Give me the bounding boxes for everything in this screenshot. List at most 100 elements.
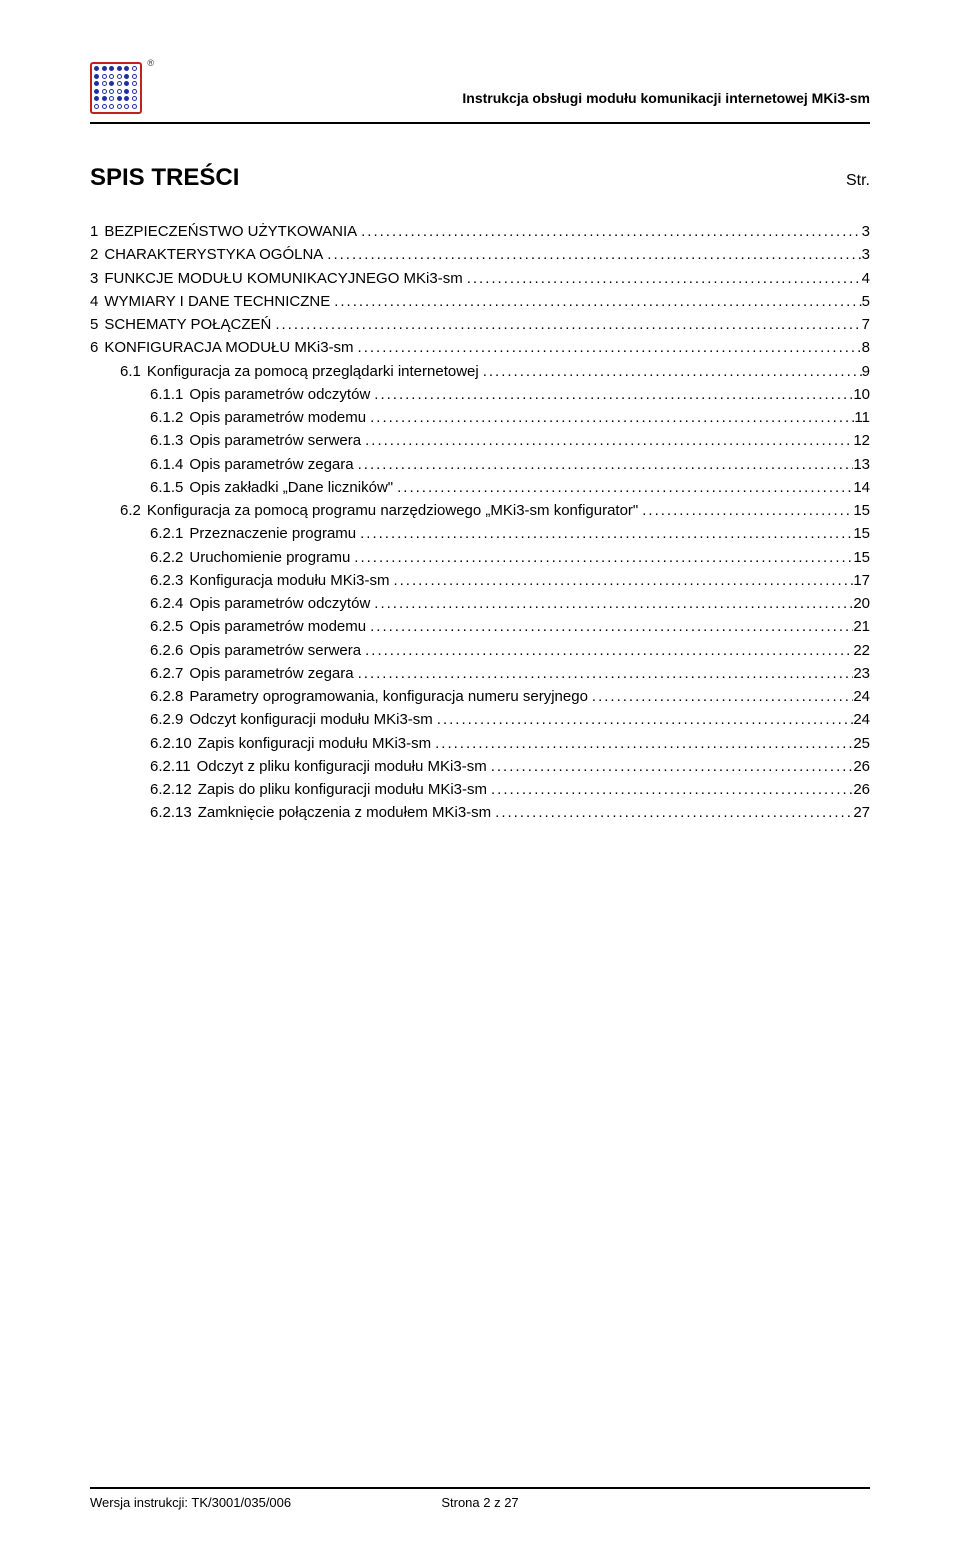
toc-entry: 6.2.9Odczyt konfiguracji modułu MKi3-sm 2… bbox=[90, 708, 870, 731]
toc-entry: 6.2.1Przeznaczenie programu 15 bbox=[90, 522, 870, 545]
logo-dot-grid bbox=[94, 66, 138, 110]
toc-entry-number: 6.2.11 bbox=[150, 755, 191, 778]
toc-entry: 6.2.13Zamknięcie połączenia z modułem MK… bbox=[90, 801, 870, 824]
toc-entry-page: 15 bbox=[853, 522, 870, 545]
toc-entry-page: 11 bbox=[854, 406, 870, 429]
toc-entry-page: 21 bbox=[853, 615, 870, 638]
logo-dot bbox=[109, 81, 114, 86]
toc-entry-label: Konfiguracja modułu MKi3-sm bbox=[183, 569, 389, 592]
logo-dot bbox=[124, 74, 129, 79]
toc-entry-number: 6.2.6 bbox=[150, 639, 183, 662]
toc-entry: 6.2.6Opis parametrów serwera 22 bbox=[90, 639, 870, 662]
toc-entry: 6.2.2Uruchomienie programu15 bbox=[90, 546, 870, 569]
toc-entry-page: 4 bbox=[862, 267, 870, 290]
toc-entry: 6.2.12Zapis do pliku konfiguracji modułu… bbox=[90, 778, 870, 801]
toc-entry-label: Odczyt z pliku konfiguracji modułu MKi3-… bbox=[191, 755, 487, 778]
logo-dot bbox=[94, 74, 99, 79]
toc-entry: 6.1.3Opis parametrów serwera 12 bbox=[90, 429, 870, 452]
toc-entry-number: 6.2.9 bbox=[150, 708, 183, 731]
toc-entry-label: Opis zakładki „Dane liczników" bbox=[183, 476, 393, 499]
toc-entry-page: 3 bbox=[862, 243, 870, 266]
toc-entry-number: 6.1 bbox=[120, 360, 141, 383]
toc-entry: 6.1.5Opis zakładki „Dane liczników"14 bbox=[90, 476, 870, 499]
toc-entry-number: 6.2 bbox=[120, 499, 141, 522]
toc-leader-dots bbox=[357, 220, 862, 243]
toc-entry-page: 7 bbox=[862, 313, 870, 336]
logo-dot bbox=[109, 104, 114, 109]
logo-dot bbox=[109, 74, 114, 79]
toc-entry-label: Odczyt konfiguracji modułu MKi3-sm bbox=[183, 708, 432, 731]
toc-leader-dots bbox=[491, 801, 853, 824]
toc-entry-number: 6.2.4 bbox=[150, 592, 183, 615]
toc-entry-label: Opis parametrów serwera bbox=[183, 639, 361, 662]
toc-leader-dots bbox=[356, 522, 853, 545]
toc-entry: 6.1.1Opis parametrów odczytów10 bbox=[90, 383, 870, 406]
toc-entry-number: 6 bbox=[90, 336, 98, 359]
toc-entry-page: 25 bbox=[853, 732, 870, 755]
logo-dot bbox=[102, 74, 107, 79]
toc-entry-label: Opis parametrów odczytów bbox=[183, 592, 370, 615]
toc-entry-page: 14 bbox=[853, 476, 870, 499]
header-doc-title: Instrukcja obsługi modułu komunikacji in… bbox=[462, 60, 870, 106]
toc-entry: 6.2.7Opis parametrów zegara23 bbox=[90, 662, 870, 685]
toc-entry-number: 3 bbox=[90, 267, 98, 290]
toc-entry-number: 6.1.1 bbox=[150, 383, 183, 406]
toc-leader-dots bbox=[370, 592, 853, 615]
toc-entry-label: BEZPIECZEŃSTWO UŻYTKOWANIA bbox=[98, 220, 357, 243]
toc-entry-page: 23 bbox=[853, 662, 870, 685]
toc-entry-page: 27 bbox=[853, 801, 870, 824]
table-of-contents: 1BEZPIECZEŃSTWO UŻYTKOWANIA32CHARAKTERYS… bbox=[90, 220, 870, 825]
toc-entry-label: FUNKCJE MODUŁU KOMUNIKACYJNEGO MKi3-sm bbox=[98, 267, 462, 290]
toc-entry-page: 9 bbox=[862, 360, 870, 383]
footer-row: Wersja instrukcji: TK/3001/035/006 Stron… bbox=[90, 1495, 870, 1510]
logo-dot bbox=[117, 81, 122, 86]
toc-entry-page: 12 bbox=[853, 429, 870, 452]
toc-leader-dots bbox=[330, 290, 861, 313]
toc-leader-dots bbox=[479, 360, 862, 383]
logo-dot bbox=[94, 66, 99, 71]
registered-mark-icon: ® bbox=[147, 58, 154, 68]
toc-entry-number: 6.2.3 bbox=[150, 569, 183, 592]
toc-entry-page: 17 bbox=[853, 569, 870, 592]
toc-entry-number: 6.2.1 bbox=[150, 522, 183, 545]
toc-entry: 6.2.5Opis parametrów modemu21 bbox=[90, 615, 870, 638]
toc-entry-label: KONFIGURACJA MODUŁU MKi3-sm bbox=[98, 336, 353, 359]
logo-dot bbox=[109, 96, 114, 101]
toc-entry-number: 6.2.13 bbox=[150, 801, 192, 824]
toc-entry-label: Zapis do pliku konfiguracji modułu MKi3-… bbox=[192, 778, 487, 801]
company-logo: ® bbox=[90, 60, 146, 116]
toc-entry-label: Opis parametrów serwera bbox=[183, 429, 361, 452]
logo-dot bbox=[132, 81, 137, 86]
toc-leader-dots bbox=[487, 778, 853, 801]
toc-leader-dots bbox=[354, 453, 854, 476]
toc-leader-dots bbox=[366, 615, 853, 638]
page-footer: Wersja instrukcji: TK/3001/035/006 Stron… bbox=[90, 1487, 870, 1510]
toc-entry-page: 22 bbox=[853, 639, 870, 662]
logo-dot bbox=[132, 89, 137, 94]
toc-leader-dots bbox=[350, 546, 853, 569]
toc-leader-dots bbox=[431, 732, 853, 755]
toc-entry-label: Zapis konfiguracji modułu MKi3-sm bbox=[192, 732, 431, 755]
toc-entry: 6.2.11Odczyt z pliku konfiguracji modułu… bbox=[90, 755, 870, 778]
toc-entry-number: 6.1.3 bbox=[150, 429, 183, 452]
toc-entry: 6KONFIGURACJA MODUŁU MKi3-sm8 bbox=[90, 336, 870, 359]
toc-leader-dots bbox=[271, 313, 861, 336]
toc-entry-page: 24 bbox=[853, 685, 870, 708]
toc-entry-page: 15 bbox=[853, 546, 870, 569]
toc-leader-dots bbox=[354, 662, 854, 685]
logo-dot bbox=[94, 89, 99, 94]
logo-dot bbox=[124, 66, 129, 71]
toc-entry: 6.1Konfiguracja za pomocą przeglądarki i… bbox=[90, 360, 870, 383]
toc-entry: 6.2Konfiguracja za pomocą programu narzę… bbox=[90, 499, 870, 522]
toc-leader-dots bbox=[433, 708, 854, 731]
logo-dot bbox=[132, 74, 137, 79]
toc-entry-number: 6.1.4 bbox=[150, 453, 183, 476]
logo-dot bbox=[132, 66, 137, 71]
toc-entry-page: 10 bbox=[853, 383, 870, 406]
toc-entry-label: SCHEMATY POŁĄCZEŃ bbox=[98, 313, 271, 336]
toc-entry-page: 24 bbox=[853, 708, 870, 731]
toc-entry-label: Przeznaczenie programu bbox=[183, 522, 356, 545]
toc-entry: 6.1.2Opis parametrów modemu11 bbox=[90, 406, 870, 429]
toc-entry: 1BEZPIECZEŃSTWO UŻYTKOWANIA3 bbox=[90, 220, 870, 243]
toc-main-title: SPIS TREŚCI bbox=[90, 164, 239, 192]
